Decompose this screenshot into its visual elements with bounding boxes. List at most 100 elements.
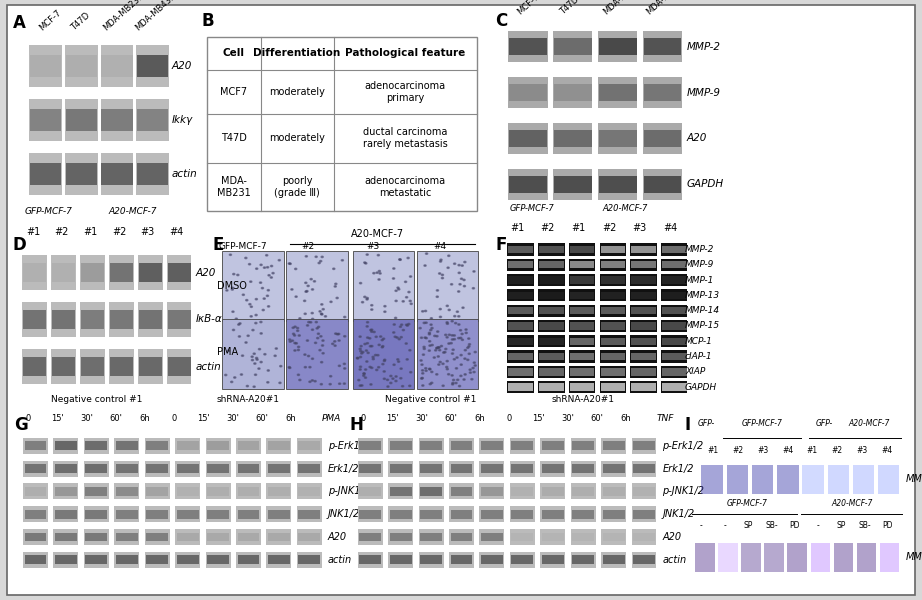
Circle shape: [319, 311, 321, 312]
Circle shape: [264, 353, 266, 355]
Bar: [23, 552, 48, 568]
Text: actin: actin: [327, 555, 351, 565]
Bar: [53, 484, 78, 499]
Bar: [360, 464, 381, 473]
Bar: [479, 506, 504, 522]
Bar: [52, 349, 76, 385]
Circle shape: [317, 326, 320, 328]
Circle shape: [295, 268, 297, 269]
Text: #2: #2: [832, 446, 843, 455]
Bar: [479, 461, 504, 476]
Text: p-Erk1/2: p-Erk1/2: [662, 441, 703, 451]
Text: 60': 60': [444, 414, 457, 423]
Bar: [603, 464, 624, 473]
Circle shape: [384, 305, 386, 307]
Bar: [603, 442, 624, 450]
Text: #2: #2: [540, 223, 555, 233]
Text: MDA-MB231: MDA-MB231: [602, 0, 645, 17]
Bar: [662, 353, 687, 360]
Text: #4: #4: [169, 227, 183, 237]
Text: moderately: moderately: [269, 87, 325, 97]
Circle shape: [444, 348, 447, 350]
Bar: [512, 487, 533, 496]
Bar: [538, 320, 564, 332]
Circle shape: [393, 278, 395, 279]
Text: 6h: 6h: [286, 414, 297, 423]
Bar: [53, 310, 75, 329]
Circle shape: [422, 354, 424, 355]
Text: -: -: [700, 521, 703, 530]
Bar: [451, 556, 472, 564]
Circle shape: [364, 369, 367, 370]
Bar: [207, 37, 477, 211]
Text: 15': 15': [197, 414, 210, 423]
Circle shape: [462, 307, 464, 308]
Circle shape: [459, 329, 462, 331]
Bar: [55, 510, 77, 518]
Text: Differentiation: Differentiation: [254, 48, 341, 58]
Bar: [631, 274, 656, 286]
Bar: [145, 461, 170, 476]
Circle shape: [382, 346, 384, 347]
Bar: [147, 533, 168, 541]
Bar: [23, 356, 46, 376]
Circle shape: [321, 256, 324, 257]
Circle shape: [393, 268, 395, 269]
Circle shape: [423, 346, 425, 347]
Bar: [662, 368, 687, 376]
Bar: [603, 510, 624, 518]
Circle shape: [401, 386, 404, 387]
Circle shape: [399, 326, 402, 328]
Circle shape: [454, 263, 455, 265]
Circle shape: [245, 342, 247, 343]
Bar: [30, 154, 62, 194]
Bar: [81, 263, 104, 283]
Circle shape: [381, 340, 384, 341]
Circle shape: [439, 308, 442, 310]
Circle shape: [459, 284, 461, 285]
Bar: [569, 350, 596, 362]
Circle shape: [442, 274, 443, 275]
Bar: [643, 123, 682, 154]
Bar: [168, 263, 191, 283]
Bar: [599, 335, 626, 347]
Circle shape: [408, 350, 411, 351]
Circle shape: [431, 344, 433, 346]
Circle shape: [344, 368, 346, 369]
Circle shape: [430, 329, 431, 331]
Circle shape: [451, 284, 453, 285]
Circle shape: [298, 335, 301, 336]
Bar: [297, 438, 322, 454]
Circle shape: [429, 368, 431, 370]
Circle shape: [390, 382, 392, 383]
Circle shape: [268, 275, 270, 276]
Circle shape: [378, 344, 380, 346]
Text: MCP-1: MCP-1: [685, 337, 713, 346]
Circle shape: [272, 272, 274, 274]
Text: A20: A20: [687, 133, 707, 143]
Circle shape: [318, 262, 320, 264]
Text: #3: #3: [367, 242, 380, 251]
Bar: [632, 292, 656, 299]
Bar: [451, 464, 472, 473]
Bar: [661, 259, 688, 271]
Circle shape: [266, 382, 269, 383]
Bar: [662, 246, 687, 253]
Circle shape: [386, 379, 388, 380]
Bar: [777, 465, 798, 494]
Circle shape: [425, 368, 427, 369]
Circle shape: [461, 333, 463, 335]
Bar: [100, 100, 134, 140]
Text: Erk1/2: Erk1/2: [327, 464, 359, 473]
Circle shape: [425, 370, 427, 371]
Circle shape: [357, 357, 359, 359]
Bar: [661, 335, 688, 347]
Bar: [512, 464, 533, 473]
Circle shape: [455, 322, 456, 324]
Bar: [599, 259, 626, 271]
Bar: [206, 438, 230, 454]
Circle shape: [463, 279, 465, 281]
Bar: [139, 310, 161, 329]
Circle shape: [408, 385, 411, 386]
Bar: [600, 246, 625, 253]
